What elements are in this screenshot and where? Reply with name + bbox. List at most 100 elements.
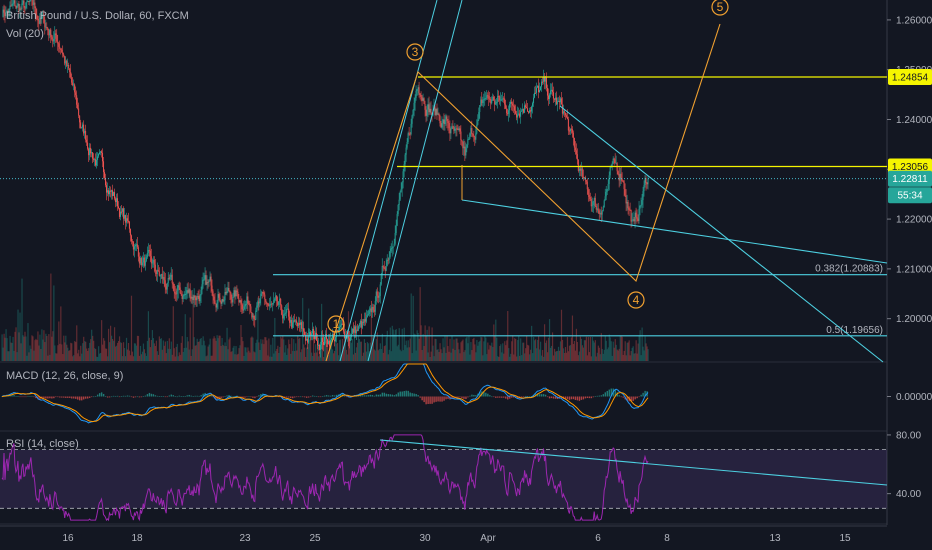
candle-body xyxy=(67,65,69,67)
volume-bar xyxy=(624,341,626,361)
volume-bar xyxy=(603,349,605,361)
volume-bar xyxy=(450,352,452,361)
candle-body xyxy=(53,38,55,42)
volume-bar xyxy=(285,345,287,361)
volume-bar xyxy=(199,339,201,361)
candle-body xyxy=(131,241,133,243)
volume-bar xyxy=(151,330,154,361)
macd-histogram-bar xyxy=(590,396,593,399)
volume-bar xyxy=(452,348,454,361)
volume-bar xyxy=(11,342,13,361)
candle-body xyxy=(190,296,192,299)
volume-bar xyxy=(274,317,276,361)
volume-bar xyxy=(498,356,500,361)
candle-body xyxy=(327,340,329,344)
macd-histogram-bar xyxy=(77,396,79,400)
volume-bar xyxy=(123,347,126,361)
volume-bar xyxy=(124,356,127,361)
macd-histogram-bar xyxy=(288,396,290,398)
volume-bar xyxy=(598,347,600,361)
time-tick-label: 25 xyxy=(309,533,321,544)
volume-bar xyxy=(136,335,139,361)
volume-bar xyxy=(284,352,286,361)
macd-histogram-bar xyxy=(520,396,523,398)
candle-body xyxy=(473,135,475,137)
macd-histogram-bar xyxy=(415,393,417,397)
macd-histogram-bar xyxy=(395,394,397,397)
wave-label-circle xyxy=(327,315,345,333)
candle-body xyxy=(159,275,161,277)
volume-bar xyxy=(496,337,498,361)
volume-bar xyxy=(620,336,622,361)
volume-bar xyxy=(209,338,211,361)
volume-bar xyxy=(116,342,119,361)
candle-body xyxy=(410,123,412,135)
candle-body xyxy=(640,204,642,206)
candle-body xyxy=(245,303,247,305)
volume-bar xyxy=(296,350,298,361)
candle-body xyxy=(623,181,625,190)
macd-histogram-bar xyxy=(83,396,85,400)
candle-body xyxy=(381,265,383,276)
candle-body xyxy=(34,2,36,9)
candle-body xyxy=(517,114,519,118)
volume-bar xyxy=(505,345,507,361)
macd-histogram-bar xyxy=(43,396,45,399)
macd-histogram-bar xyxy=(19,396,21,398)
candle-body xyxy=(233,290,235,297)
macd-histogram-bar xyxy=(174,396,176,397)
volume-bar xyxy=(371,337,373,361)
volume-bar xyxy=(165,353,167,361)
candle-body xyxy=(493,96,495,101)
volume-bar xyxy=(137,335,140,361)
price-tick-label: 1.24000 xyxy=(896,115,932,126)
candle-body xyxy=(94,159,96,161)
candle-body xyxy=(404,154,406,165)
candle-body xyxy=(450,129,452,134)
volume-bar xyxy=(470,342,472,361)
volume-bar xyxy=(132,356,135,361)
volume-bar xyxy=(262,339,264,361)
candle-body xyxy=(571,129,573,133)
candle-body xyxy=(498,95,500,97)
candle-body xyxy=(124,215,126,223)
volume-bar xyxy=(612,341,614,361)
candle-body xyxy=(16,5,18,9)
macd-histogram-bar xyxy=(461,396,463,399)
volume-bar xyxy=(324,340,326,361)
candle-body xyxy=(64,55,66,64)
symbol-title: British Pound / U.S. Dollar, 60, FXCM xyxy=(6,10,189,22)
candle-body xyxy=(316,332,318,341)
volume-bar xyxy=(427,352,429,361)
candle-body xyxy=(565,115,567,117)
volume-bar xyxy=(40,348,42,361)
macd-histogram-bar xyxy=(122,395,125,397)
volume-bar xyxy=(233,345,235,361)
volume-bar xyxy=(28,352,30,361)
macd-histogram-bar xyxy=(423,396,425,403)
volume-bar xyxy=(527,344,529,361)
candle-body xyxy=(162,277,164,279)
candle-body xyxy=(170,274,172,277)
volume-bar xyxy=(29,345,31,361)
candle-body xyxy=(44,22,46,28)
volume-bar xyxy=(406,347,408,361)
volume-bar xyxy=(373,349,375,361)
macd-histogram-bar xyxy=(102,393,105,397)
candle-body xyxy=(486,95,488,99)
candle-body xyxy=(155,271,157,275)
volume-bar xyxy=(208,344,210,361)
macd-histogram-bar xyxy=(258,395,260,397)
macd-label: MACD (12, 26, close, 9) xyxy=(6,370,124,382)
macd-histogram-bar xyxy=(425,396,427,405)
volume-bar xyxy=(198,341,200,361)
volume-bar xyxy=(330,339,333,361)
volume-bar xyxy=(644,336,646,361)
volume-bar xyxy=(351,339,354,361)
candle-body xyxy=(135,244,137,246)
macd-histogram-bar xyxy=(242,396,244,399)
volume-bar xyxy=(355,347,358,361)
volume-bar xyxy=(375,339,377,361)
